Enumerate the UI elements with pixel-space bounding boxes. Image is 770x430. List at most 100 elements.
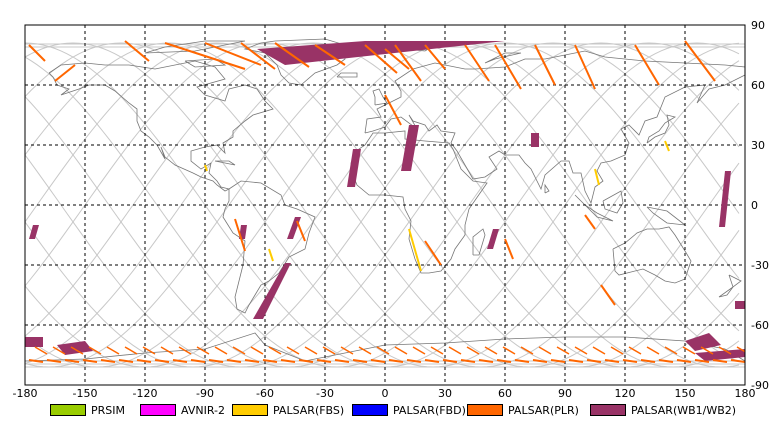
plr-strip [124, 346, 138, 355]
plr-strip [538, 346, 552, 355]
wb-strip [57, 341, 93, 355]
lat-tick-label: -90 [751, 379, 769, 392]
lon-tick-label: 150 [675, 387, 696, 400]
plr-strip [232, 346, 246, 355]
plr-strip [430, 346, 444, 355]
plr-strip [730, 359, 745, 363]
legend-item: PRSIM [50, 400, 125, 420]
plr-strip [610, 346, 624, 355]
legend-label: PALSAR(FBD) [393, 403, 466, 417]
plr-strip [154, 359, 170, 363]
lat-tick-label: 60 [751, 79, 765, 92]
plr-strip [314, 44, 346, 66]
plr-strip [52, 346, 66, 355]
coastline [372, 88, 388, 106]
wb-strip [253, 263, 291, 319]
plr-strip [504, 238, 514, 260]
plr-strip [124, 40, 150, 62]
legend-item: PALSAR(FBS) [232, 400, 344, 420]
legend: PRSIM AVNIR-2 PALSAR(FBS) PALSAR(FBD) PALSAR… [0, 400, 770, 422]
plr-strip [298, 359, 314, 363]
coastline [718, 286, 734, 298]
lon-tick-label: 30 [438, 387, 452, 400]
coastline [336, 72, 358, 78]
wb-strip [719, 171, 731, 227]
plr-strip [250, 346, 264, 355]
coastline [728, 274, 742, 288]
legend-swatch [352, 404, 388, 416]
plr-strip [424, 44, 446, 70]
legend-item: AVNIR-2 [140, 400, 225, 420]
lon-tick-label: -30 [316, 387, 334, 400]
plr-strip [262, 359, 278, 363]
plr-strip [464, 44, 490, 82]
plr-strip [28, 44, 46, 62]
plr-strip [586, 359, 602, 363]
plr-strip [600, 284, 616, 306]
plr-strip [574, 44, 596, 90]
wb-strip [685, 333, 721, 351]
plr-strip [364, 44, 398, 74]
plr-strip [204, 42, 262, 66]
plr-strip [54, 64, 76, 82]
lat-tick-label: 0 [751, 199, 758, 212]
fbs-strip [664, 140, 670, 152]
coastline [472, 228, 486, 256]
wb-strip [347, 149, 361, 187]
lon-tick-label: -120 [133, 387, 158, 400]
plr-strip [388, 359, 404, 363]
plr-strip [352, 359, 368, 363]
plr-strip [466, 346, 480, 355]
lon-tick-label: -180 [13, 387, 38, 400]
plr-strip [460, 359, 476, 363]
legend-label: PALSAR(WB1/WB2) [631, 403, 737, 417]
legend-item: PALSAR(WB1/WB2) [590, 400, 736, 420]
plr-strip [412, 346, 426, 355]
plr-strip [286, 346, 300, 355]
plr-strip [334, 359, 350, 363]
legend-item: PALSAR(FBD) [352, 400, 466, 420]
wb-strip [401, 125, 419, 171]
graticule [25, 25, 745, 385]
coastline [24, 332, 746, 362]
plr-strip [376, 346, 390, 355]
plr-strip [494, 44, 522, 90]
lon-tick-label: 90 [558, 387, 572, 400]
plr-strip [118, 359, 134, 363]
plr-strip [478, 359, 494, 363]
plr-strip [234, 218, 246, 252]
orbit-track [25, 42, 740, 368]
plr-strip [448, 346, 462, 355]
plr-strip [646, 346, 660, 355]
plr-strip [296, 220, 306, 242]
plr-strip [442, 359, 458, 363]
lon-tick-label: -90 [196, 387, 214, 400]
plr-strip [484, 346, 498, 355]
plr-strip [64, 359, 80, 363]
coastline [184, 58, 227, 68]
plr-strip [634, 44, 660, 86]
plr-strip [676, 359, 692, 363]
plr-strip [640, 359, 656, 363]
lon-tick-label: 120 [615, 387, 636, 400]
orbit-track [25, 42, 740, 368]
legend-item: PALSAR(PLR) [467, 400, 579, 420]
plr-strip [424, 359, 440, 363]
plr-strip [316, 359, 332, 363]
plr-strip [712, 359, 728, 363]
plr-strip [106, 346, 120, 355]
legend-label: PRSIM [91, 403, 125, 417]
plr-strip [70, 346, 84, 355]
plr-strip [214, 346, 228, 355]
coastline [574, 194, 614, 222]
plr-strip [394, 346, 408, 355]
plr-strip [520, 346, 534, 355]
plr-strip [718, 346, 732, 355]
coastline [350, 130, 488, 274]
axis-ticks: -180 -150 -120 -90 -60 -30 0 30 60 90 120 150 180 90 6… [13, 19, 769, 400]
plr-strip [358, 346, 372, 355]
plr-strip [190, 359, 206, 363]
coastline [544, 183, 550, 194]
fbs-strip [204, 164, 208, 172]
fbs-strip [268, 248, 274, 262]
